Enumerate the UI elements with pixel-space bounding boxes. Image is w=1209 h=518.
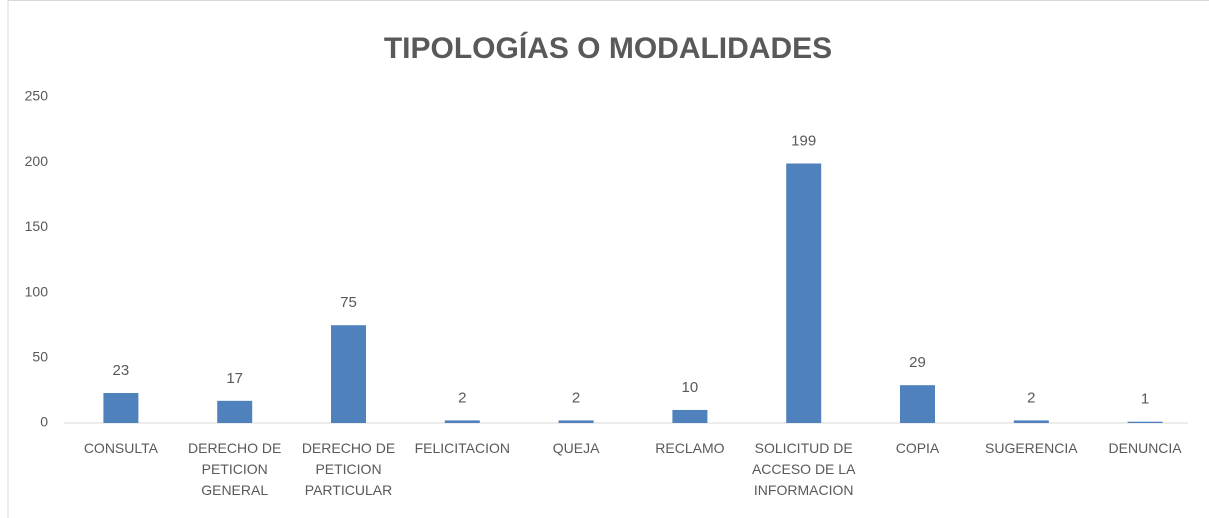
chart-border [7, 0, 1209, 518]
bar [672, 409, 708, 423]
data-label: 1 [1141, 391, 1149, 408]
bar [1013, 420, 1049, 423]
bar [1127, 421, 1163, 423]
data-label: 199 [791, 132, 816, 149]
data-label: 2 [572, 389, 580, 406]
data-label: 2 [458, 389, 466, 406]
x-tick-label: FELICITACION [414, 440, 510, 456]
y-tick-label: 100 [25, 283, 49, 299]
data-label: 23 [113, 362, 130, 379]
x-tick-label: SUGERENCIA [985, 440, 1078, 456]
x-tick-label: SOLICITUD DE ACCESO DE LA INFORMACION [751, 440, 856, 498]
bar [103, 393, 139, 423]
data-label: 29 [909, 354, 926, 371]
bar [217, 400, 253, 423]
x-tick-label: RECLAMO [655, 440, 725, 456]
bar [900, 385, 935, 423]
y-tick-label: 200 [25, 153, 49, 169]
x-tick-label: CONSULTA [83, 440, 158, 456]
y-tick-label: 0 [40, 414, 48, 430]
bar [786, 163, 822, 423]
bar [444, 420, 480, 423]
data-label: 75 [340, 294, 357, 311]
data-label: 2 [1027, 389, 1035, 406]
x-tick-label: COPIA [895, 440, 940, 456]
x-tick-label: DERECHO DE PETICION GENERAL [188, 440, 282, 498]
x-tick-label: QUEJA [552, 440, 600, 456]
data-label: 10 [682, 379, 699, 396]
y-tick-label: 50 [32, 349, 48, 365]
y-tick-label: 150 [25, 218, 49, 234]
x-tick-label: DENUNCIA [1108, 440, 1182, 456]
chart-title: TIPOLOGÍAS O MODALIDADES [384, 31, 832, 65]
y-tick-label: 250 [25, 88, 49, 104]
bar [331, 325, 366, 423]
x-tick-label: DERECHO DE PETICION PARTICULAR [301, 440, 396, 498]
bar [558, 420, 594, 423]
data-label: 17 [226, 370, 243, 387]
